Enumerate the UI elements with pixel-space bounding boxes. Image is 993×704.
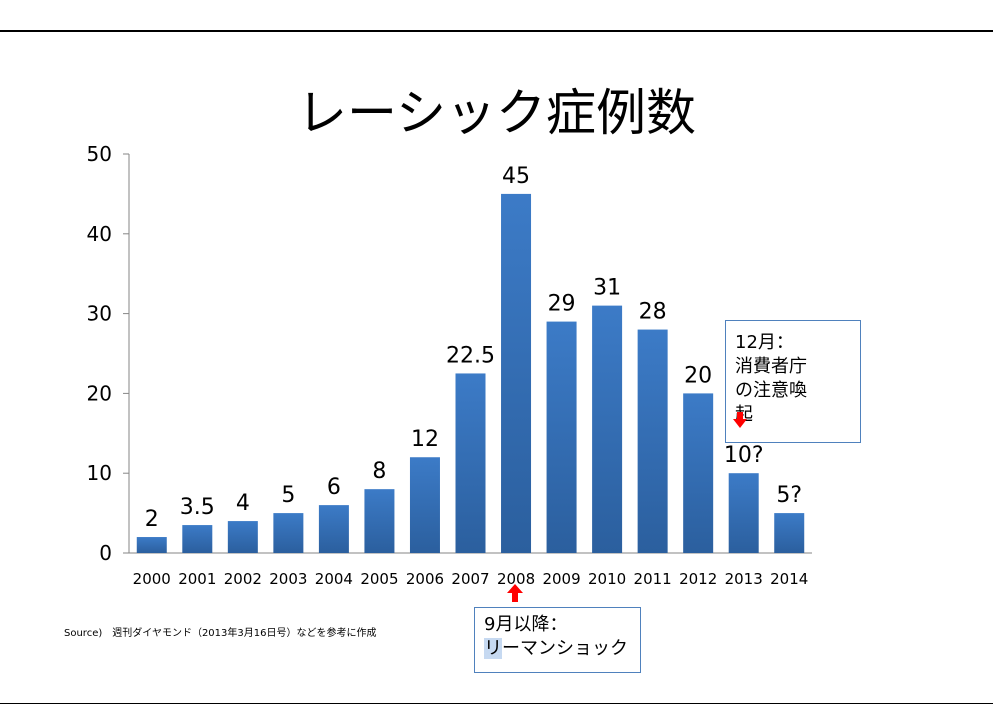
data-label: 28 (639, 300, 667, 325)
consumer-agency-callout: 12月： 消費者庁 の注意喚 起 (725, 320, 861, 443)
x-tick-label: 2007 (451, 570, 489, 588)
y-tick-label: 40 (87, 222, 112, 246)
x-tick-label: 2003 (269, 570, 307, 588)
bar (273, 513, 304, 553)
bar (318, 505, 349, 553)
bar (774, 513, 805, 553)
bar (455, 373, 486, 553)
callout-line: 9月以降： (484, 614, 568, 635)
y-tick-label: 30 (87, 302, 112, 326)
x-tick-label: 2009 (542, 570, 580, 588)
data-label: 22.5 (446, 343, 495, 368)
x-tick-label: 2013 (725, 570, 763, 588)
lehman-shock-callout: 9月以降： リーマンショック (474, 607, 641, 673)
x-tick-label: 2014 (770, 570, 808, 588)
data-label: 6 (327, 475, 341, 500)
bar (592, 305, 623, 553)
x-tick-label: 2000 (133, 570, 171, 588)
x-tick-label: 2005 (360, 570, 398, 588)
data-label: 20 (684, 363, 712, 388)
bar (683, 393, 714, 553)
data-label: 31 (593, 276, 621, 301)
bar (182, 525, 213, 553)
bar (409, 457, 440, 553)
y-tick-label: 0 (99, 541, 112, 565)
data-label: 4 (236, 491, 250, 516)
callout-line: 起 (735, 404, 753, 425)
data-label: 8 (372, 459, 386, 484)
x-tick-label: 2010 (588, 570, 626, 588)
bar (728, 473, 759, 553)
data-label: 12 (411, 427, 439, 452)
data-label: 10? (724, 443, 764, 468)
bar (546, 321, 577, 553)
x-tick-label: 2012 (679, 570, 717, 588)
bar (227, 521, 258, 553)
callout-line: 消費者庁 (735, 356, 807, 377)
data-label: 45 (502, 164, 530, 189)
source-note: Source) 週刊ダイヤモンド（2013年3月16日号）などを参考に作成 (64, 628, 377, 639)
data-label: 5? (776, 483, 802, 508)
callout-highlight: リ (484, 638, 502, 659)
top-rule (0, 30, 993, 32)
x-tick-label: 2008 (497, 570, 535, 588)
x-tick-label: 2004 (315, 570, 353, 588)
data-label: 29 (548, 292, 576, 317)
data-label: 2 (145, 507, 159, 532)
x-tick-label: 2002 (224, 570, 262, 588)
chart-title: レーシック症例数 (297, 84, 696, 142)
bar (501, 193, 532, 553)
callout-text: ーマンショック (502, 638, 628, 659)
x-tick-label: 2006 (406, 570, 444, 588)
data-label: 3.5 (180, 495, 215, 520)
bar (364, 489, 395, 553)
y-tick-label: 20 (87, 381, 112, 405)
x-tick-label: 2011 (634, 570, 672, 588)
data-label: 5 (281, 483, 295, 508)
y-tick-label: 50 (87, 142, 112, 166)
callout-line: の注意喚 (735, 380, 807, 401)
callout-line: 12月： (735, 332, 794, 353)
y-tick-label: 10 (87, 461, 112, 485)
bar (637, 329, 668, 553)
bar (136, 537, 167, 553)
x-tick-label: 2001 (178, 570, 216, 588)
callout-line: リーマンショック (484, 637, 631, 661)
